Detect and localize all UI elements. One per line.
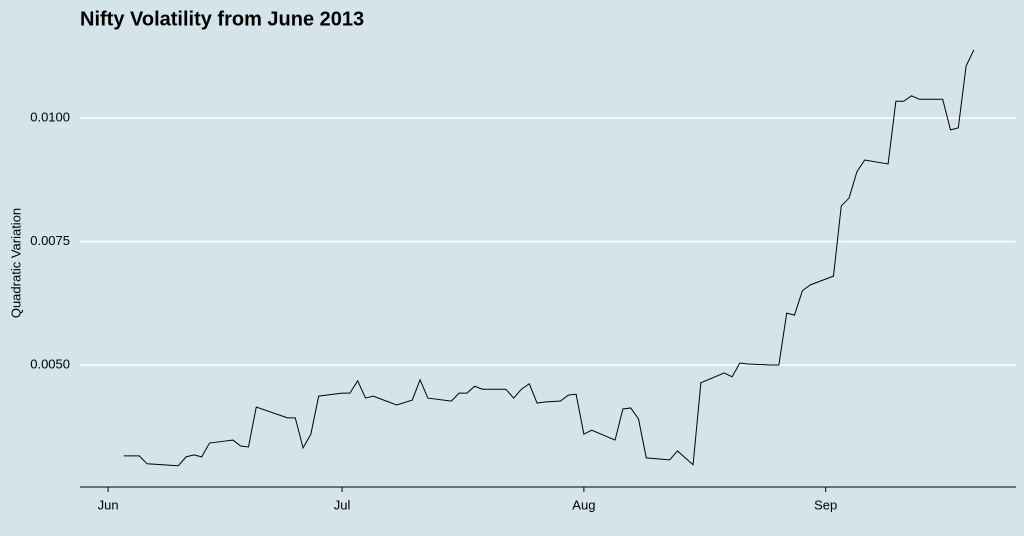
chart-title: Nifty Volatility from June 2013: [80, 8, 364, 30]
series-line: [123, 49, 975, 467]
x-tick-label: Sep: [814, 497, 837, 512]
x-tick-label: Aug: [572, 497, 595, 512]
y-tick-label: 0.0050: [30, 356, 70, 371]
y-tick-label: 0.0100: [30, 109, 70, 124]
x-tick-label: Jul: [334, 497, 351, 512]
y-axis-label: Quadratic Variation: [8, 208, 23, 318]
x-tick-label: Jun: [98, 497, 119, 512]
y-tick-label: 0.0075: [30, 233, 70, 248]
